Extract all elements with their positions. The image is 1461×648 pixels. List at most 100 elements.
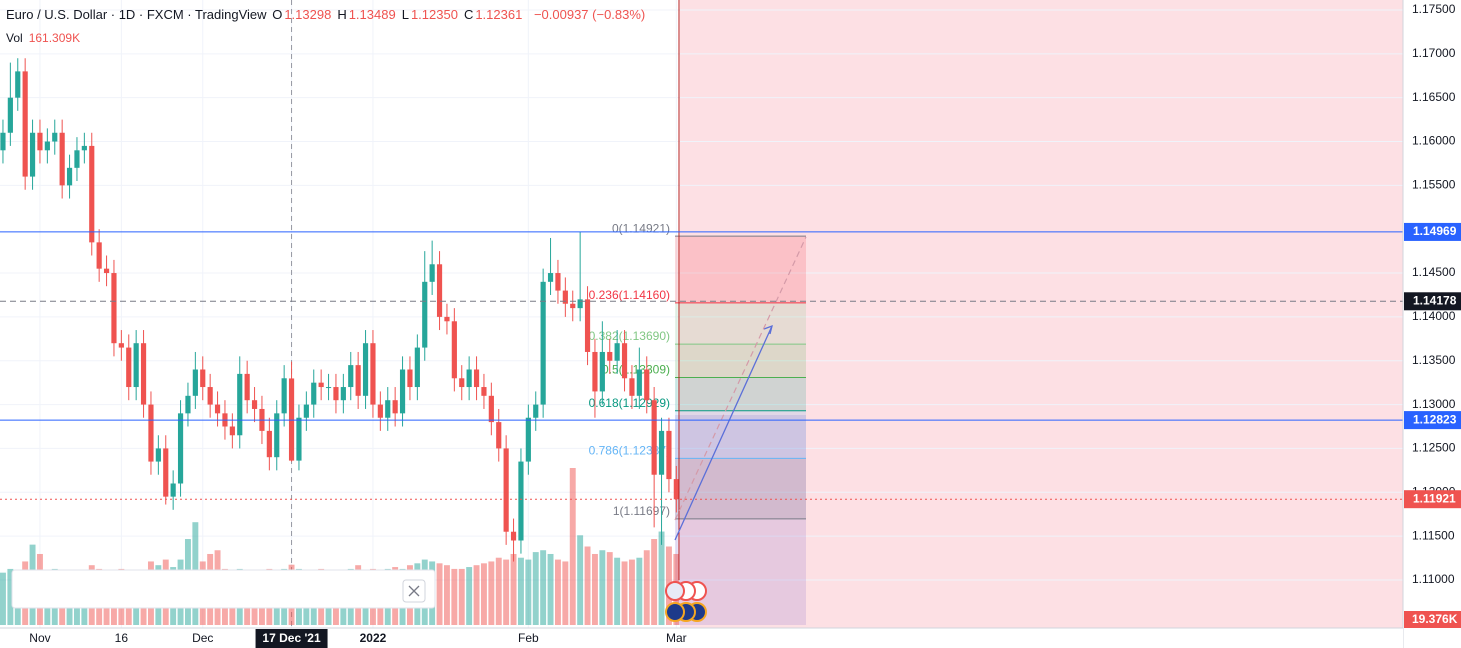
- candle-body: [473, 369, 480, 388]
- ohlc-value: 1.12361: [475, 7, 523, 22]
- candle-body: [311, 382, 317, 405]
- candle-body: [89, 145, 95, 243]
- volume-bar: [636, 557, 643, 625]
- volume-bar: [628, 559, 635, 625]
- candle-body: [140, 343, 147, 405]
- price-label-bg: [1404, 411, 1461, 430]
- ohlc-key: L: [401, 7, 409, 22]
- us-event[interactable]: [665, 581, 685, 601]
- fib-band: [675, 236, 806, 303]
- candle-body: [570, 303, 576, 309]
- candle-body: [103, 268, 110, 274]
- fib-label: 0(1.14921): [612, 221, 670, 235]
- y-tick-label: 1.11500: [1412, 528, 1455, 542]
- candle-body: [229, 426, 235, 436]
- candle-body: [325, 387, 332, 389]
- volume-bar: [591, 553, 598, 625]
- candle-body: [629, 378, 635, 396]
- volume-bar: [458, 568, 465, 625]
- grid: [0, 0, 1403, 628]
- y-tick-label: 1.15500: [1412, 178, 1456, 192]
- price-label-bg: [1404, 490, 1461, 509]
- candles: [0, 58, 679, 562]
- price-label: 1.11921: [1413, 491, 1456, 505]
- candle-body: [540, 281, 546, 405]
- candle-body: [59, 132, 65, 186]
- x-tick-label: Dec: [192, 631, 213, 645]
- volume-bar: [547, 553, 554, 625]
- price-label: 1.12823: [1413, 412, 1457, 426]
- axes: 1.17500 1.17000 1.16500 1.16000 1.15500 1.145…: [29, 2, 1461, 648]
- candle-body: [658, 430, 665, 475]
- volume-bar: [569, 468, 576, 625]
- fib-label: 0.236(1.14160): [589, 288, 670, 302]
- candle-body: [385, 400, 391, 418]
- ohlc-key: O: [272, 7, 283, 22]
- candle-body: [266, 430, 272, 458]
- eu-event[interactable]: [665, 602, 685, 622]
- candle-body: [7, 97, 13, 133]
- volume-value: 161.309K: [28, 31, 81, 45]
- candle-body: [377, 404, 383, 418]
- volume-bar: [451, 568, 458, 625]
- fib-band: [675, 458, 806, 519]
- candle-body: [66, 167, 73, 186]
- y-tick-label: 1.16500: [1412, 90, 1456, 104]
- volume-key: Vol: [6, 31, 23, 45]
- volume-bar: [584, 546, 591, 625]
- y-tick-label: 1.16000: [1412, 134, 1456, 148]
- popup: [11, 569, 436, 609]
- candle-body: [518, 461, 524, 541]
- volume-bar: [473, 565, 480, 625]
- volume-legend: Vol 161.309K: [6, 31, 80, 45]
- candle-body: [281, 378, 287, 414]
- fib-label: 0.618(1.12929): [589, 396, 670, 410]
- volume-bar: [7, 568, 14, 625]
- y-tick-label: 1.11000: [1412, 572, 1455, 586]
- volume-bar: [658, 531, 665, 625]
- volume-bar: [517, 557, 524, 625]
- y-tick-label: 1.17000: [1412, 46, 1456, 60]
- candle-body: [503, 448, 509, 532]
- trend-arrow: [674, 325, 773, 541]
- candle-body: [673, 479, 679, 500]
- price-axis: [1403, 0, 1461, 648]
- volume-label: 19.376K: [1412, 612, 1458, 626]
- candle-body: [111, 273, 117, 344]
- close-icon: [408, 585, 420, 597]
- time-axis: [0, 628, 1403, 648]
- x-tick-label: Nov: [29, 631, 50, 645]
- candle-body: [81, 145, 87, 151]
- volume-bar: [525, 559, 532, 625]
- crosshair-time-bg: [255, 629, 328, 648]
- candle-body: [407, 369, 413, 388]
- y-tick-label: 1.17500: [1412, 2, 1456, 16]
- candle-body: [0, 132, 6, 151]
- candle-body: [429, 264, 435, 282]
- candle-body: [651, 400, 657, 475]
- volume-bar: [577, 535, 584, 625]
- volume-bar: [0, 572, 6, 625]
- candle-body: [296, 417, 302, 461]
- volume-bar: [532, 552, 539, 625]
- candle-body: [29, 132, 36, 177]
- x-tick-label: Mar: [666, 631, 687, 645]
- candle-body: [251, 400, 258, 409]
- volume-bar: [643, 550, 650, 625]
- candle-body: [155, 448, 161, 462]
- candle-body: [488, 395, 494, 423]
- candle-body: [355, 365, 361, 396]
- candle-body: [607, 351, 613, 361]
- volume-bar: [480, 563, 487, 625]
- candle-body: [666, 430, 672, 480]
- candle-body: [644, 369, 650, 401]
- ohlc-value: 1.13298: [284, 7, 332, 22]
- ohlc-key: H: [337, 7, 347, 22]
- candle-body: [214, 404, 221, 414]
- price-lines: [0, 231, 1403, 500]
- price-label: 1.14178: [1413, 293, 1457, 307]
- candle-body: [74, 150, 80, 168]
- candle-body: [237, 373, 243, 436]
- fib-band: [675, 344, 806, 378]
- legend: Euro / U.S. Dollar · 1D · FXCM · Trading…: [6, 7, 651, 22]
